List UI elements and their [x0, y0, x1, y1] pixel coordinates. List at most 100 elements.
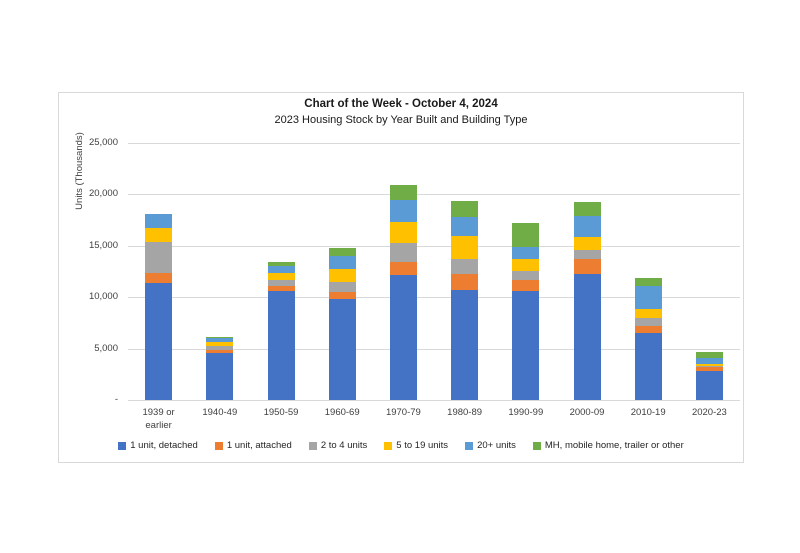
bar-stack: [145, 143, 173, 400]
bar-segment: [328, 299, 356, 400]
bar-segment: [573, 250, 601, 259]
bar-segment: [389, 261, 417, 275]
bar-segment: [328, 255, 356, 269]
bar-segment: [695, 358, 723, 364]
bar-segment: [451, 273, 479, 290]
bar-segment: [634, 333, 662, 400]
legend-item: 20+ units: [465, 440, 516, 451]
bar-segment: [573, 273, 601, 400]
bar-segment: [451, 258, 479, 274]
y-tick-label: 10,000: [88, 291, 118, 303]
y-tick-label: 5,000: [94, 342, 118, 354]
bar-segment: [695, 352, 723, 359]
legend-item: 5 to 19 units: [384, 440, 448, 451]
bar-segment: [328, 292, 356, 300]
bar-segment: [451, 235, 479, 259]
gridline: [128, 297, 740, 299]
bar-segment: [634, 325, 662, 334]
bar-segment: [695, 367, 723, 372]
legend-label: 2 to 4 units: [320, 440, 368, 451]
x-tick-label: 1990-99: [508, 407, 544, 418]
bar-segment: [145, 282, 173, 400]
bar-segment: [695, 364, 723, 367]
gridline: [128, 143, 740, 144]
bar-segment: [512, 291, 540, 400]
y-tick-label: 25,000: [88, 137, 118, 148]
bar-segment: [267, 285, 295, 291]
bar-segment: [573, 237, 601, 251]
legend-item: 1 unit, detached: [118, 440, 198, 451]
legend-swatch: [465, 441, 474, 450]
legend-label: 20+ units: [477, 440, 516, 451]
bar-stack: [695, 143, 723, 400]
legend-item: MH, mobile home, trailer or other: [532, 440, 684, 451]
legend-label: 1 unit, detached: [130, 440, 198, 451]
bar-segment: [145, 228, 173, 242]
bar-stack: [328, 143, 356, 400]
y-tick-label: 15,000: [88, 239, 118, 251]
gridline: [128, 348, 740, 350]
bar-segment: [206, 341, 234, 346]
bar-segment: [145, 272, 173, 283]
bar-segment: [206, 336, 234, 339]
chart-subtitle: 2023 Housing Stock by Year Built and Bui…: [274, 114, 528, 126]
legend-swatch: [384, 441, 393, 450]
legend-swatch: [214, 441, 223, 450]
bar-segment: [145, 213, 173, 229]
bar-segment: [512, 270, 540, 281]
bar-segment: [206, 338, 234, 342]
bar-stack: [206, 143, 234, 400]
legend: 1 unit, detached 1 unit, attached 2 to 4 u…: [58, 440, 744, 451]
x-tick-label: 1940-49: [202, 407, 238, 418]
legend-label: 1 unit, attached: [226, 440, 292, 451]
bar-segment: [206, 352, 234, 400]
x-tick-label: 1980-89: [447, 407, 483, 418]
bar-segment: [695, 366, 723, 368]
bar-segment: [267, 266, 295, 273]
legend-swatch: [308, 441, 317, 450]
bar-segment: [451, 217, 479, 236]
bar-segment: [573, 258, 601, 274]
bar-segment: [695, 371, 723, 400]
x-tick-label: 1950-59: [263, 407, 299, 418]
y-tick-label: 20,000: [88, 188, 118, 200]
legend-item: 2 to 4 units: [308, 440, 368, 451]
y-tick-label: -: [114, 394, 118, 405]
legend-swatch: [532, 441, 541, 450]
bar-stack: [267, 143, 295, 400]
bar-segment: [267, 262, 295, 267]
gridline: [128, 400, 740, 401]
x-tick-label: 2000-09: [569, 407, 605, 418]
x-tick-label: 2010-19: [630, 407, 666, 418]
bar-segment: [389, 243, 417, 262]
chart-title: Chart of the Week - October 4, 2024: [304, 98, 498, 110]
bar-segment: [634, 285, 662, 309]
bar-stack: [512, 143, 540, 400]
bar-segment: [512, 259, 540, 271]
bar-segment: [634, 308, 662, 319]
bar-segment: [145, 241, 173, 273]
bar-segment: [389, 185, 417, 201]
bar-segment: [451, 201, 479, 217]
bar-segment: [267, 273, 295, 280]
bar-segment: [573, 215, 601, 238]
gridline: [128, 194, 740, 196]
bar-segment: [389, 200, 417, 222]
legend-swatch: [118, 441, 127, 450]
bar-segment: [634, 318, 662, 326]
bar-segment: [206, 346, 234, 351]
bar-stack: [634, 143, 662, 400]
bar-segment: [512, 222, 540, 247]
bar-segment: [267, 291, 295, 400]
legend-label: MH, mobile home, trailer or other: [544, 440, 684, 451]
legend-item: 1 unit, attached: [214, 440, 292, 451]
bar-stack: [573, 143, 601, 400]
x-tick-label: 1970-79: [385, 407, 421, 418]
bar-stack: [389, 143, 417, 400]
x-tick-label: 1939 or earlier: [142, 407, 175, 431]
bar-segment: [328, 282, 356, 293]
x-tick-label: 2020-23: [691, 407, 727, 418]
bar-segment: [389, 221, 417, 244]
bar-segment: [206, 350, 234, 353]
